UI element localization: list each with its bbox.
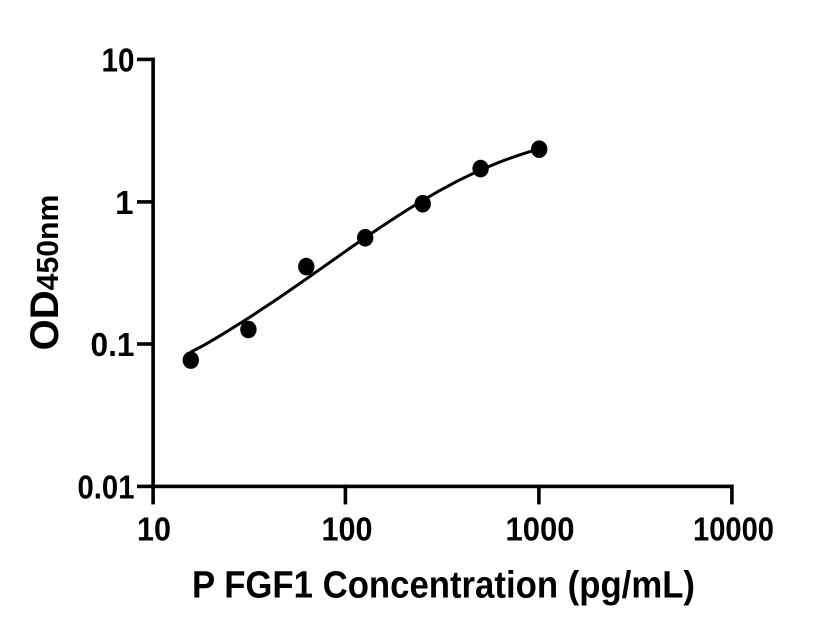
svg-text:10000: 10000 — [693, 511, 774, 548]
svg-text:1000: 1000 — [506, 511, 575, 548]
svg-text:100: 100 — [322, 511, 373, 548]
svg-text:0.1: 0.1 — [91, 326, 135, 363]
svg-text:1: 1 — [115, 184, 133, 221]
svg-text:OD450nm: OD450nm — [23, 195, 67, 351]
svg-text:P FGF1 Concentration (pg/mL): P FGF1 Concentration (pg/mL) — [192, 565, 695, 607]
svg-text:10: 10 — [137, 511, 171, 548]
svg-text:0.01: 0.01 — [78, 469, 135, 506]
svg-text:10: 10 — [102, 42, 135, 79]
